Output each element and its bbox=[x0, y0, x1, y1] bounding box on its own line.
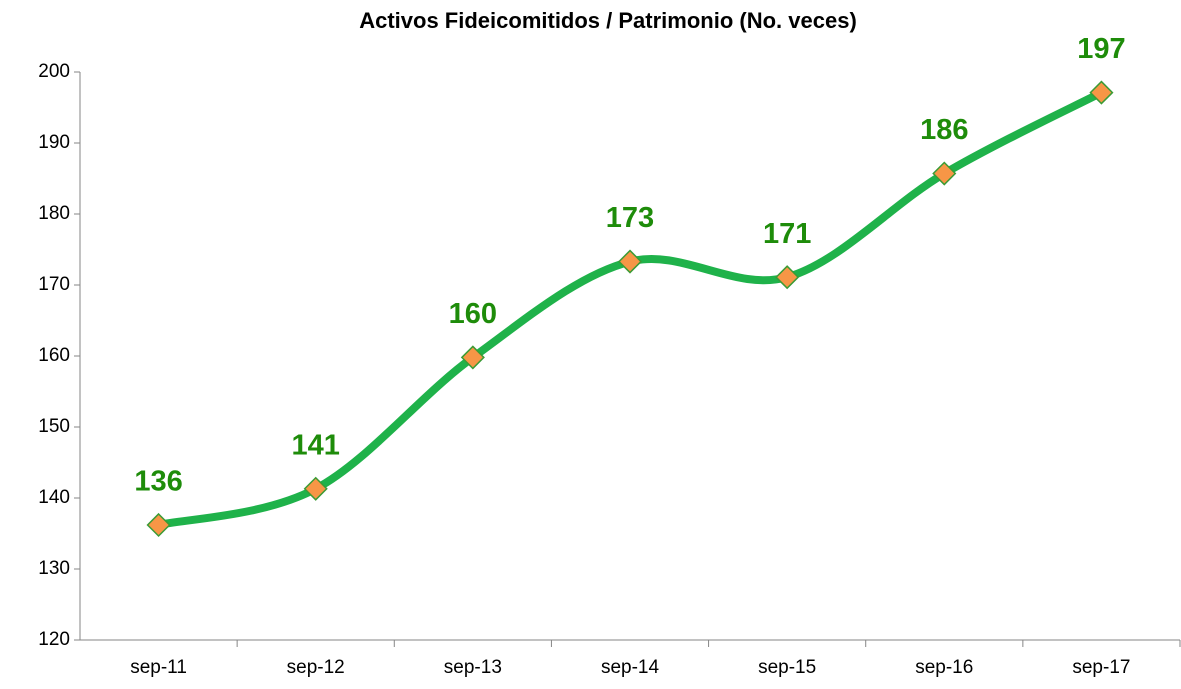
y-tick-label: 180 bbox=[38, 203, 70, 224]
y-tick-label: 200 bbox=[38, 61, 70, 82]
y-tick-label: 190 bbox=[38, 132, 70, 153]
marker bbox=[1089, 80, 1114, 105]
x-tick-label: sep-14 bbox=[601, 657, 660, 678]
marker bbox=[932, 161, 957, 186]
marker bbox=[617, 249, 643, 274]
y-tick-label: 160 bbox=[38, 345, 70, 366]
y-tick-label: 130 bbox=[38, 558, 70, 579]
marker bbox=[460, 345, 485, 370]
marker bbox=[775, 265, 800, 290]
marker bbox=[303, 476, 328, 501]
x-tick-label: sep-16 bbox=[915, 657, 973, 678]
y-tick-label: 150 bbox=[38, 416, 70, 437]
data-label: 136 bbox=[134, 466, 182, 498]
data-label: 141 bbox=[292, 429, 340, 461]
x-tick-label: sep-13 bbox=[444, 657, 502, 678]
y-tick-label: 120 bbox=[38, 629, 70, 650]
data-label: 186 bbox=[920, 114, 968, 146]
data-label: 160 bbox=[449, 298, 497, 330]
chart-title: Activos Fideicomitidos / Patrimonio (No.… bbox=[359, 8, 857, 33]
data-label: 197 bbox=[1077, 33, 1125, 65]
x-tick-label: sep-12 bbox=[287, 657, 345, 678]
data-label: 173 bbox=[606, 202, 654, 234]
x-tick-label: sep-17 bbox=[1072, 657, 1130, 678]
x-tick-label: sep-11 bbox=[130, 657, 187, 678]
marker bbox=[146, 512, 171, 538]
y-tick-label: 170 bbox=[38, 274, 70, 295]
data-label: 171 bbox=[763, 218, 811, 250]
x-tick-label: sep-15 bbox=[758, 657, 816, 678]
y-tick-label: 140 bbox=[38, 487, 70, 508]
